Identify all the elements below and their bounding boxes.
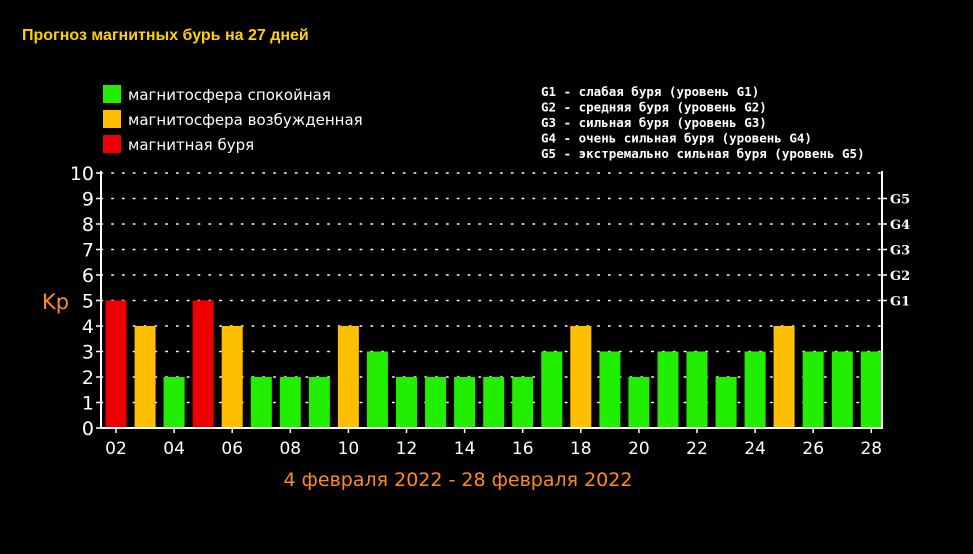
x-tick-label: 04 <box>163 439 185 459</box>
x-tick-label: 16 <box>512 439 534 459</box>
kp-bar-day-11 <box>366 351 388 428</box>
kp-bar-day-16 <box>512 377 534 428</box>
y-tick-label: 10 <box>70 163 94 185</box>
kp-bar-day-21 <box>657 351 679 428</box>
g-scale-label: G2 <box>890 269 910 284</box>
kp-bar-day-17 <box>541 351 563 428</box>
x-axis-title: 4 февраля 2022 - 28 февраля 2022 <box>284 469 633 491</box>
kp-bar-day-27 <box>831 351 853 428</box>
kp-bar-day-26 <box>802 351 824 428</box>
x-tick-label: 18 <box>570 439 592 459</box>
legend-label-excited: магнитосфера возбужденная <box>128 111 363 129</box>
x-tick-label: 22 <box>686 439 708 459</box>
kp-bar-day-28 <box>860 351 882 428</box>
g-legend-line: G2 - средняя буря (уровень G2) <box>541 100 767 115</box>
bars <box>105 300 882 428</box>
kp-bar-day-4 <box>163 377 185 428</box>
y-tick-label: 4 <box>82 316 94 338</box>
kp-bar-day-13 <box>425 377 447 428</box>
legend-swatch-excited <box>103 110 121 128</box>
kp-bar-day-5 <box>192 300 214 428</box>
kp-bar-day-24 <box>744 351 766 428</box>
x-tick-label: 24 <box>744 439 766 459</box>
kp-bar-day-10 <box>337 326 359 428</box>
y-axis-title: Kp <box>42 290 69 314</box>
kp-bar-day-23 <box>715 377 737 428</box>
x-tick-label: 10 <box>338 439 360 459</box>
kp-bar-day-14 <box>454 377 476 428</box>
kp-bar-day-15 <box>483 377 505 428</box>
x-tick-label: 06 <box>221 439 243 459</box>
y-tick-label: 9 <box>82 189 94 211</box>
x-tick-label: 12 <box>396 439 418 459</box>
g-scale-label: G3 <box>890 244 910 259</box>
kp-bar-day-25 <box>773 326 795 428</box>
y-tick-label: 0 <box>82 418 94 440</box>
y-tick-label: 3 <box>82 342 94 364</box>
x-tick-label: 08 <box>279 439 301 459</box>
g-scale-label: G4 <box>890 218 910 233</box>
legend: магнитосфера спокойная магнитосфера возбу… <box>103 84 865 161</box>
legend-swatch-storm <box>103 135 121 153</box>
y-tick-label: 1 <box>82 393 94 415</box>
kp-bar-day-8 <box>279 377 301 428</box>
kp-bar-day-20 <box>628 377 650 428</box>
g-legend-line: G5 - экстремально сильная буря (уровень … <box>541 146 865 161</box>
g-legend-line: G1 - слабая буря (уровень G1) <box>541 84 759 99</box>
x-tick-label: 28 <box>860 439 882 459</box>
g-legend-line: G4 - очень сильная буря (уровень G4) <box>541 131 812 146</box>
kp-bar-day-12 <box>396 377 417 428</box>
x-tick-label: 02 <box>105 439 127 459</box>
legend-label-calm: магнитосфера спокойная <box>128 86 331 104</box>
y-tick-label: 2 <box>82 367 94 389</box>
kp-bar-day-3 <box>134 326 156 428</box>
kp-bar-day-9 <box>308 377 330 428</box>
kp-bar-day-18 <box>570 326 592 428</box>
kp-bar-day-22 <box>686 351 708 428</box>
x-tick-label: 26 <box>802 439 824 459</box>
g-legend-line: G3 - сильная буря (уровень G3) <box>541 115 767 130</box>
legend-swatch-calm <box>103 85 121 103</box>
legend-label-storm: магнитная буря <box>128 136 254 154</box>
x-tick-label: 20 <box>628 439 650 459</box>
kp-bar-day-2 <box>105 300 127 428</box>
y-tick-label: 7 <box>82 240 94 262</box>
g-scale-label: G5 <box>890 193 910 208</box>
g-scale-label: G1 <box>890 295 910 310</box>
kp-bar-day-6 <box>221 326 243 428</box>
page-title: Прогноз магнитных бурь на 27 дней <box>22 27 309 44</box>
y-tick-label: 5 <box>82 291 94 313</box>
axes <box>96 171 887 433</box>
x-tick-label: 14 <box>454 439 476 459</box>
kp-bar-day-19 <box>599 351 621 428</box>
y-tick-label: 6 <box>82 265 94 287</box>
kp-bar-day-7 <box>250 377 272 428</box>
y-tick-label: 8 <box>82 214 94 236</box>
